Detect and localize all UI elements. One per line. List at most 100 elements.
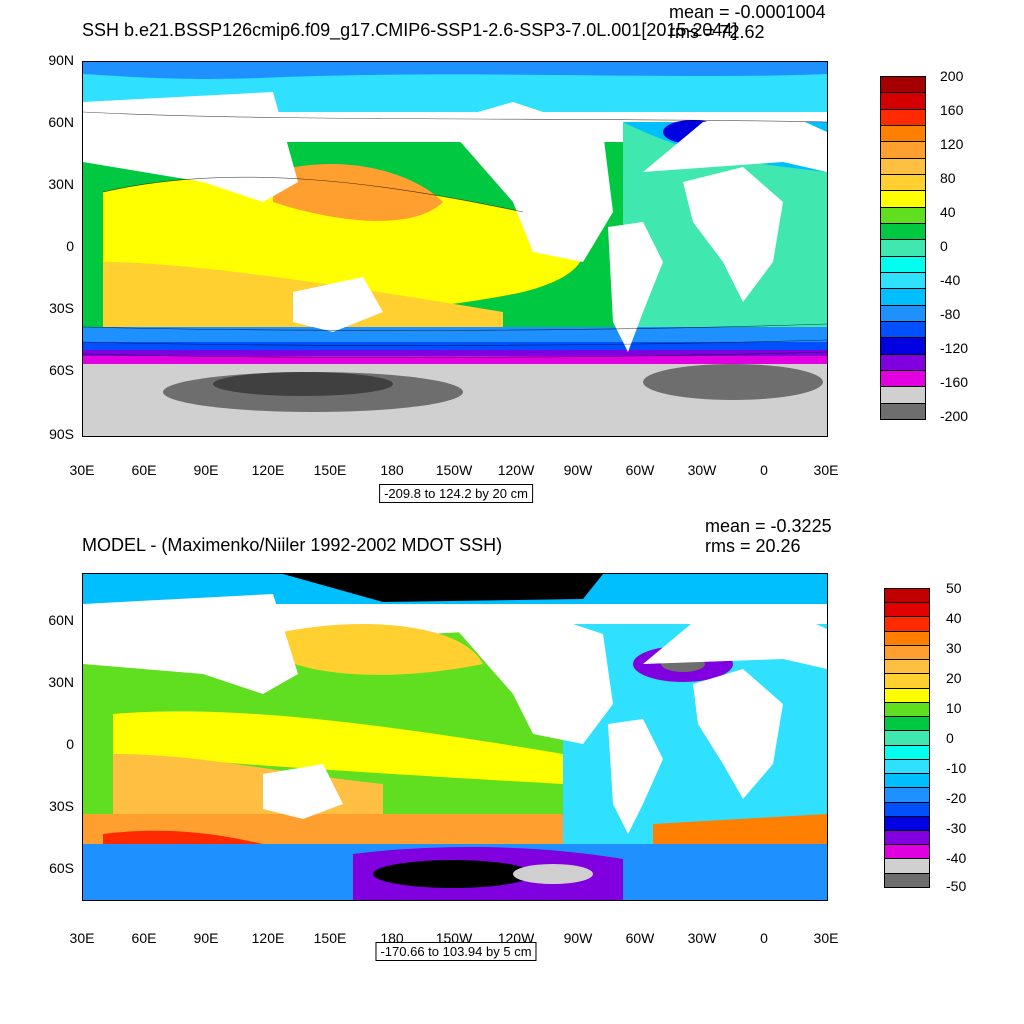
lon-label: 30E bbox=[813, 462, 839, 478]
bias-map-field bbox=[83, 574, 827, 900]
colorbar-swatch bbox=[881, 142, 925, 159]
colorbar-swatch bbox=[885, 589, 929, 604]
panel-title: SSH b.e21.BSSP126cmip6.f09_g17.CMIP6-SSP… bbox=[82, 20, 738, 40]
colorbar-label: 10 bbox=[946, 700, 962, 716]
lon-label: 120W bbox=[497, 462, 535, 478]
lon-label: 30E bbox=[813, 930, 839, 946]
lon-label: 60W bbox=[625, 462, 655, 478]
lon-label: 30W bbox=[687, 462, 717, 478]
colorbar-swatch bbox=[881, 174, 925, 192]
ssh-map bbox=[82, 61, 828, 437]
lon-label: 150E bbox=[313, 462, 347, 478]
colorbar-swatch bbox=[885, 774, 929, 789]
colorbar-swatch bbox=[881, 289, 925, 306]
panel-title: MODEL - (Maximenko/Niiler 1992-2002 MDOT… bbox=[82, 535, 503, 555]
colorbar-label: -160 bbox=[940, 374, 969, 390]
colorbar bbox=[880, 76, 926, 420]
lat-label: 60N bbox=[48, 612, 74, 628]
lon-label: 0 bbox=[760, 462, 768, 478]
bias-panel-bottom: MODEL - (Maximenko/Niiler 1992-2002 MDOT… bbox=[0, 512, 1024, 1024]
stat-rms: rms = 20.26 bbox=[705, 536, 801, 556]
lat-label: 0 bbox=[66, 238, 74, 254]
colorbar-label: -40 bbox=[946, 850, 967, 866]
colorbar-swatch bbox=[885, 830, 929, 846]
colorbar-swatch bbox=[881, 223, 925, 241]
lon-label: 90E bbox=[193, 930, 219, 946]
colorbar bbox=[884, 588, 930, 888]
colorbar-swatch bbox=[881, 338, 925, 355]
colorbar-swatch bbox=[885, 702, 929, 718]
colorbar-swatch bbox=[881, 387, 925, 404]
lon-label: 90E bbox=[193, 462, 219, 478]
colorbar-label: -20 bbox=[946, 790, 967, 806]
colorbar-swatch bbox=[885, 802, 929, 817]
colorbar-label: -200 bbox=[940, 408, 969, 424]
lat-label: 0 bbox=[66, 736, 74, 752]
colorbar-label: 0 bbox=[940, 238, 948, 254]
colorbar-label: 30 bbox=[946, 640, 962, 656]
colorbar-label: -10 bbox=[946, 760, 967, 776]
colorbar-swatch bbox=[881, 191, 925, 208]
colorbar-swatch bbox=[885, 845, 929, 860]
colorbar-label: -30 bbox=[946, 820, 967, 836]
colorbar-swatch bbox=[881, 158, 925, 175]
colorbar-label: 0 bbox=[946, 730, 954, 746]
colorbar-swatch bbox=[885, 859, 929, 874]
colorbar-swatch bbox=[881, 256, 925, 273]
colorbar-swatch bbox=[885, 788, 929, 803]
contour-info: -209.8 to 124.2 by 20 cm bbox=[379, 484, 533, 503]
colorbar-swatch bbox=[881, 125, 925, 143]
colorbar-swatch bbox=[881, 321, 925, 339]
contour-info: -170.66 to 103.94 by 5 cm bbox=[375, 942, 537, 961]
lon-label: 120E bbox=[251, 462, 285, 478]
ssh-panel-top: SSH b.e21.BSSP126cmip6.f09_g17.CMIP6-SSP… bbox=[48, 2, 969, 503]
colorbar-swatch bbox=[885, 731, 929, 746]
lon-label: 0 bbox=[760, 930, 768, 946]
colorbar-label: 40 bbox=[946, 610, 962, 626]
colorbar-swatch bbox=[881, 93, 925, 110]
colorbar-swatch bbox=[881, 305, 925, 322]
colorbar-label: 160 bbox=[940, 102, 964, 118]
colorbar-swatch bbox=[885, 660, 929, 675]
colorbar-label: 20 bbox=[946, 670, 962, 686]
lat-label: 60S bbox=[49, 860, 74, 876]
colorbar-swatch bbox=[881, 354, 925, 371]
colorbar-swatch bbox=[885, 717, 929, 732]
colorbar-swatch bbox=[881, 207, 925, 224]
stat-rms: rms = 72.62 bbox=[669, 22, 765, 42]
colorbar-swatch bbox=[885, 816, 929, 831]
colorbar-swatch bbox=[881, 109, 925, 126]
colorbar-swatch bbox=[881, 77, 925, 94]
colorbar-label: -80 bbox=[940, 306, 961, 322]
colorbar-label: 80 bbox=[940, 170, 956, 186]
lon-label: 60E bbox=[131, 930, 157, 946]
colorbar-swatch bbox=[885, 645, 929, 661]
colorbar-swatch bbox=[881, 240, 925, 257]
colorbar-swatch bbox=[881, 403, 925, 419]
lon-label: 60W bbox=[625, 930, 655, 946]
colorbar-swatch bbox=[881, 272, 925, 290]
lon-label: 90W bbox=[563, 930, 593, 946]
lat-label: 60S bbox=[49, 362, 74, 378]
colorbar-label: -120 bbox=[940, 340, 969, 356]
colorbar-label: 200 bbox=[940, 68, 964, 84]
lon-label: 120E bbox=[251, 930, 285, 946]
lat-label: 60N bbox=[48, 114, 74, 130]
colorbar-label: -50 bbox=[946, 878, 967, 894]
lon-label: 30E bbox=[69, 930, 95, 946]
lon-label: 30E bbox=[69, 462, 95, 478]
lon-label: 60E bbox=[131, 462, 157, 478]
lat-label: 30N bbox=[48, 674, 74, 690]
colorbar-swatch bbox=[885, 745, 929, 760]
lon-label: 30W bbox=[687, 930, 717, 946]
colorbar-label: 50 bbox=[946, 580, 962, 596]
ssh-map-field bbox=[83, 62, 827, 436]
colorbar-label: 120 bbox=[940, 136, 964, 152]
lon-label: 150W bbox=[435, 462, 473, 478]
lon-label: 180 bbox=[380, 462, 404, 478]
lat-label: 90S bbox=[49, 426, 74, 442]
lon-label: 90W bbox=[563, 462, 593, 478]
lat-label: 30N bbox=[48, 176, 74, 192]
colorbar-swatch bbox=[885, 688, 929, 703]
lon-label: 150E bbox=[313, 930, 347, 946]
